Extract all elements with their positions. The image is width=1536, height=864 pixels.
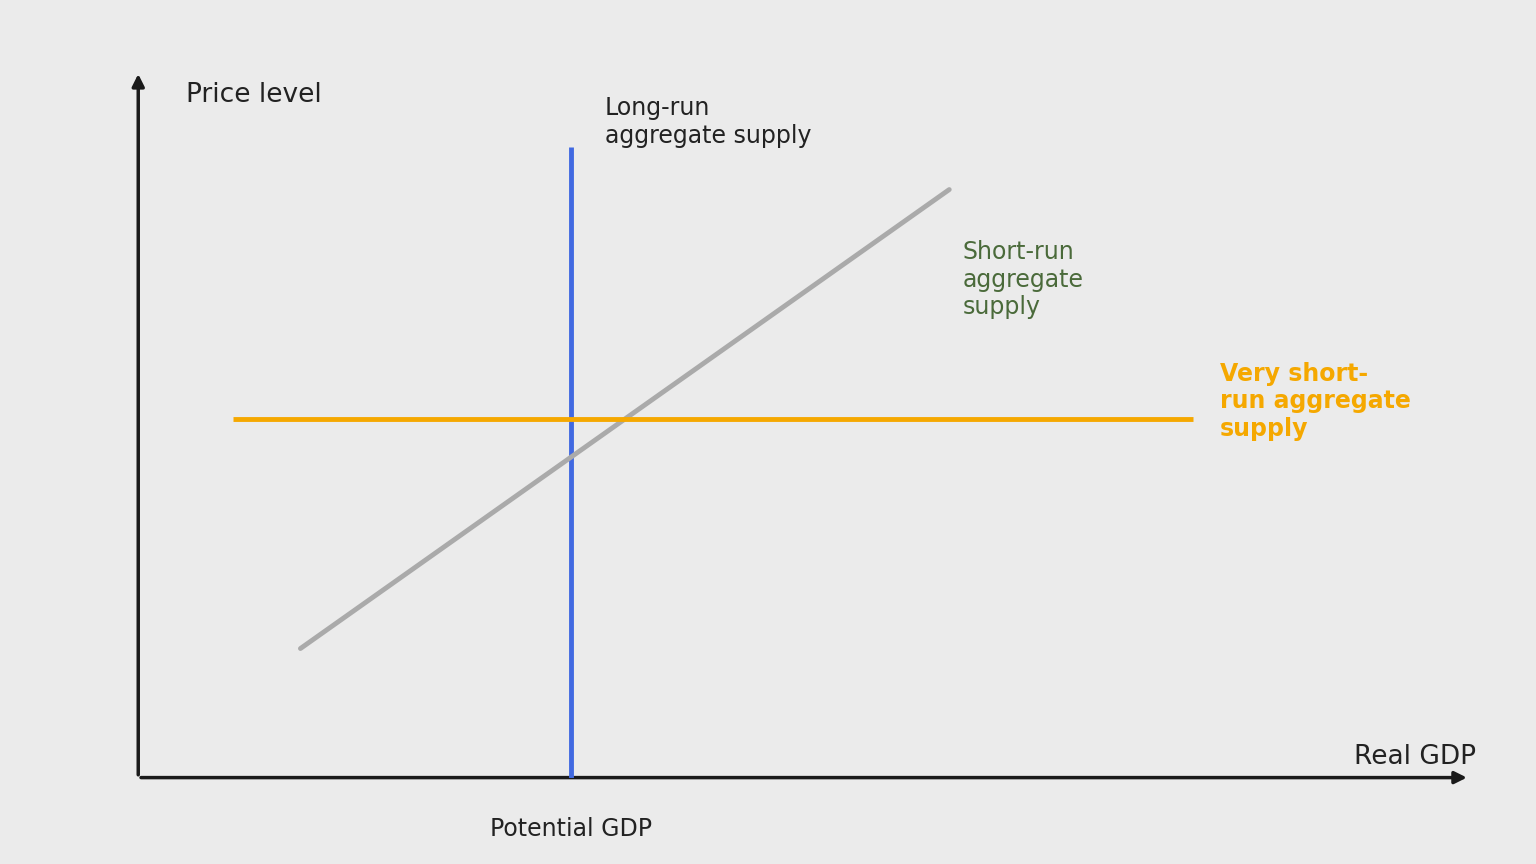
Text: Very short-
run aggregate
supply: Very short- run aggregate supply (1220, 362, 1410, 442)
Text: Price level: Price level (186, 82, 321, 108)
Text: Real GDP: Real GDP (1355, 745, 1476, 771)
Text: Potential GDP: Potential GDP (490, 817, 651, 841)
Text: Short-run
aggregate
supply: Short-run aggregate supply (963, 239, 1084, 320)
Text: Long-run
aggregate supply: Long-run aggregate supply (605, 96, 811, 148)
